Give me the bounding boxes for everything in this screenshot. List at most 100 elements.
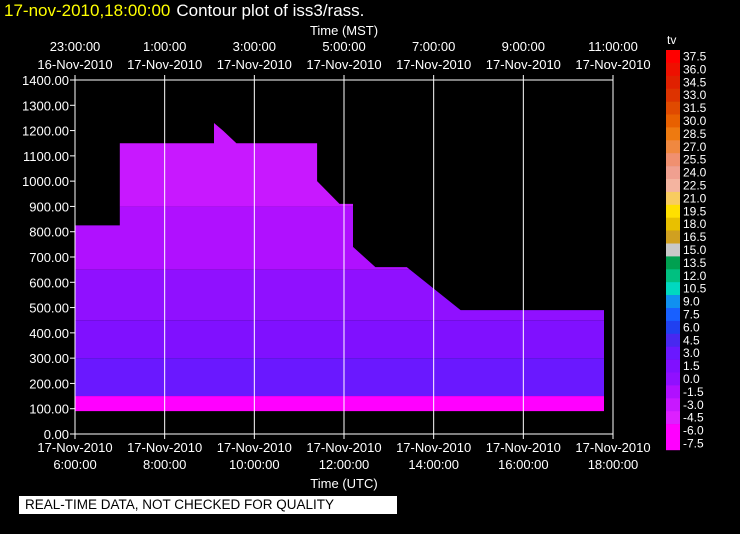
colorbar-label: tv — [667, 33, 676, 47]
colorbar-swatch — [666, 346, 680, 360]
colorbar-swatch — [666, 308, 680, 322]
colorbar-swatch — [666, 101, 680, 115]
colorbar-swatch — [666, 282, 680, 296]
x-tick-date: 17-Nov-2010 — [396, 440, 471, 455]
chart-title: 17-nov-2010,18:00:00 Contour plot of iss3… — [4, 1, 364, 21]
x-tick-time: 6:00:00 — [53, 457, 96, 472]
colorbar-swatch — [666, 166, 680, 180]
colorbar-tick-label: -7.5 — [683, 437, 704, 451]
y-tick-label: 900.00 — [29, 199, 69, 214]
top-tick-time: 1:00:00 — [143, 39, 186, 54]
x-tick-date: 17-Nov-2010 — [217, 440, 292, 455]
y-tick-label: 300.00 — [29, 351, 69, 366]
colorbar-tick-label: 0.0 — [683, 372, 700, 386]
y-tick-label: 0.00 — [44, 427, 69, 442]
colorbar-tick-label: 18.0 — [683, 217, 707, 231]
colorbar-tick-label: 3.0 — [683, 346, 700, 360]
colorbar-swatch — [666, 191, 680, 206]
x-tick-time: 12:00:00 — [319, 457, 370, 472]
colorbar-tick-label: 28.5 — [683, 127, 707, 141]
colorbar-tick-label: 24.0 — [683, 166, 707, 180]
y-tick-label: 200.00 — [29, 376, 69, 391]
colorbar-swatch — [666, 411, 680, 425]
colorbar-tick-label: -3.0 — [683, 398, 704, 412]
colorbar-swatch — [666, 269, 680, 283]
x-tick-time: 8:00:00 — [143, 457, 186, 472]
contour-band — [75, 396, 604, 412]
y-tick-label: 1400.00 — [22, 73, 69, 88]
colorbar-tick-label: 27.0 — [683, 140, 707, 154]
colorbar-tick-label: 7.5 — [683, 308, 700, 322]
x-tick-date: 17-Nov-2010 — [127, 440, 202, 455]
colorbar-tick-label: 31.5 — [683, 101, 707, 115]
top-tick-time: 5:00:00 — [322, 39, 365, 54]
top-tick-date: 17-Nov-2010 — [486, 57, 561, 72]
y-tick-label: 500.00 — [29, 301, 69, 316]
colorbar-tick-label: 16.5 — [683, 230, 707, 244]
colorbar-swatch — [666, 333, 680, 347]
x-tick-time: 16:00:00 — [498, 457, 549, 472]
colorbar-tick-label: 25.5 — [683, 153, 707, 167]
colorbar-swatch — [666, 372, 680, 386]
colorbar-swatch — [666, 153, 680, 167]
quality-disclaimer: REAL-TIME DATA, NOT CHECKED FOR QUALITY — [19, 496, 397, 514]
colorbar-tick-label: 4.5 — [683, 333, 700, 347]
colorbar-tick-label: 1.5 — [683, 359, 700, 373]
colorbar-tick-label: 34.5 — [683, 75, 707, 89]
y-tick-label: 400.00 — [29, 326, 69, 341]
top-tick-time: 3:00:00 — [233, 39, 276, 54]
colorbar-swatch — [666, 114, 680, 128]
colorbar-swatch — [666, 50, 680, 64]
colorbar-swatch — [666, 424, 680, 438]
colorbar-swatch — [666, 359, 680, 373]
y-tick-label: 1200.00 — [22, 124, 69, 139]
x-tick-time: 18:00:00 — [588, 457, 639, 472]
x-tick-date: 17-Nov-2010 — [486, 440, 561, 455]
top-tick-time: 9:00:00 — [502, 39, 545, 54]
top-tick-date: 17-Nov-2010 — [396, 57, 471, 72]
colorbar-tick-label: 19.5 — [683, 204, 707, 218]
colorbar-tick-label: 15.0 — [683, 243, 707, 257]
top-tick-date: 16-Nov-2010 — [37, 57, 112, 72]
y-tick-label: 700.00 — [29, 250, 69, 265]
x-tick-time: 10:00:00 — [229, 457, 280, 472]
colorbar-swatch — [666, 243, 680, 257]
colorbar-swatch — [666, 88, 680, 102]
y-tick-label: 100.00 — [29, 402, 69, 417]
colorbar-swatch — [666, 140, 680, 154]
colorbar-tick-label: 36.0 — [683, 62, 707, 76]
x-tick-date: 17-Nov-2010 — [37, 440, 112, 455]
colorbar-tick-label: 10.5 — [683, 282, 707, 296]
colorbar-tick-label: 6.0 — [683, 320, 700, 334]
y-tick-label: 1000.00 — [22, 174, 69, 189]
top-axis-label: Time (MST) — [310, 23, 378, 38]
top-tick-time: 11:00:00 — [588, 39, 638, 54]
x-axis-label: Time (UTC) — [310, 476, 377, 491]
y-tick-label: 800.00 — [29, 225, 69, 240]
colorbar-tick-label: 21.0 — [683, 191, 707, 205]
colorbar-swatch — [666, 217, 680, 231]
colorbar-tick-label: 37.5 — [683, 50, 707, 64]
colorbar-tick-label: 30.0 — [683, 114, 707, 128]
colorbar-swatch — [666, 127, 680, 141]
top-tick-date: 17-Nov-2010 — [217, 57, 292, 72]
colorbar-tick-label: 12.0 — [683, 269, 707, 283]
colorbar-swatch — [666, 437, 680, 451]
colorbar-swatch — [666, 398, 680, 412]
colorbar-tick-label: -1.5 — [683, 385, 704, 399]
top-tick-date: 17-Nov-2010 — [306, 57, 381, 72]
colorbar-swatch — [666, 204, 680, 218]
colorbar-swatch — [666, 230, 680, 244]
colorbar-swatch — [666, 295, 680, 309]
chart-timestamp: 17-nov-2010,18:00:00 — [4, 1, 171, 20]
top-tick-date: 17-Nov-2010 — [575, 57, 650, 72]
colorbar-swatch — [666, 75, 680, 89]
y-tick-label: 600.00 — [29, 275, 69, 290]
colorbar-swatch — [666, 179, 680, 193]
colorbar-swatch — [666, 320, 680, 335]
y-tick-label: 1100.00 — [23, 149, 69, 164]
colorbar-tick-label: -4.5 — [683, 411, 704, 425]
colorbar-swatch — [666, 385, 680, 399]
colorbar-tick-label: 33.0 — [683, 88, 707, 102]
contour-band — [75, 320, 604, 359]
